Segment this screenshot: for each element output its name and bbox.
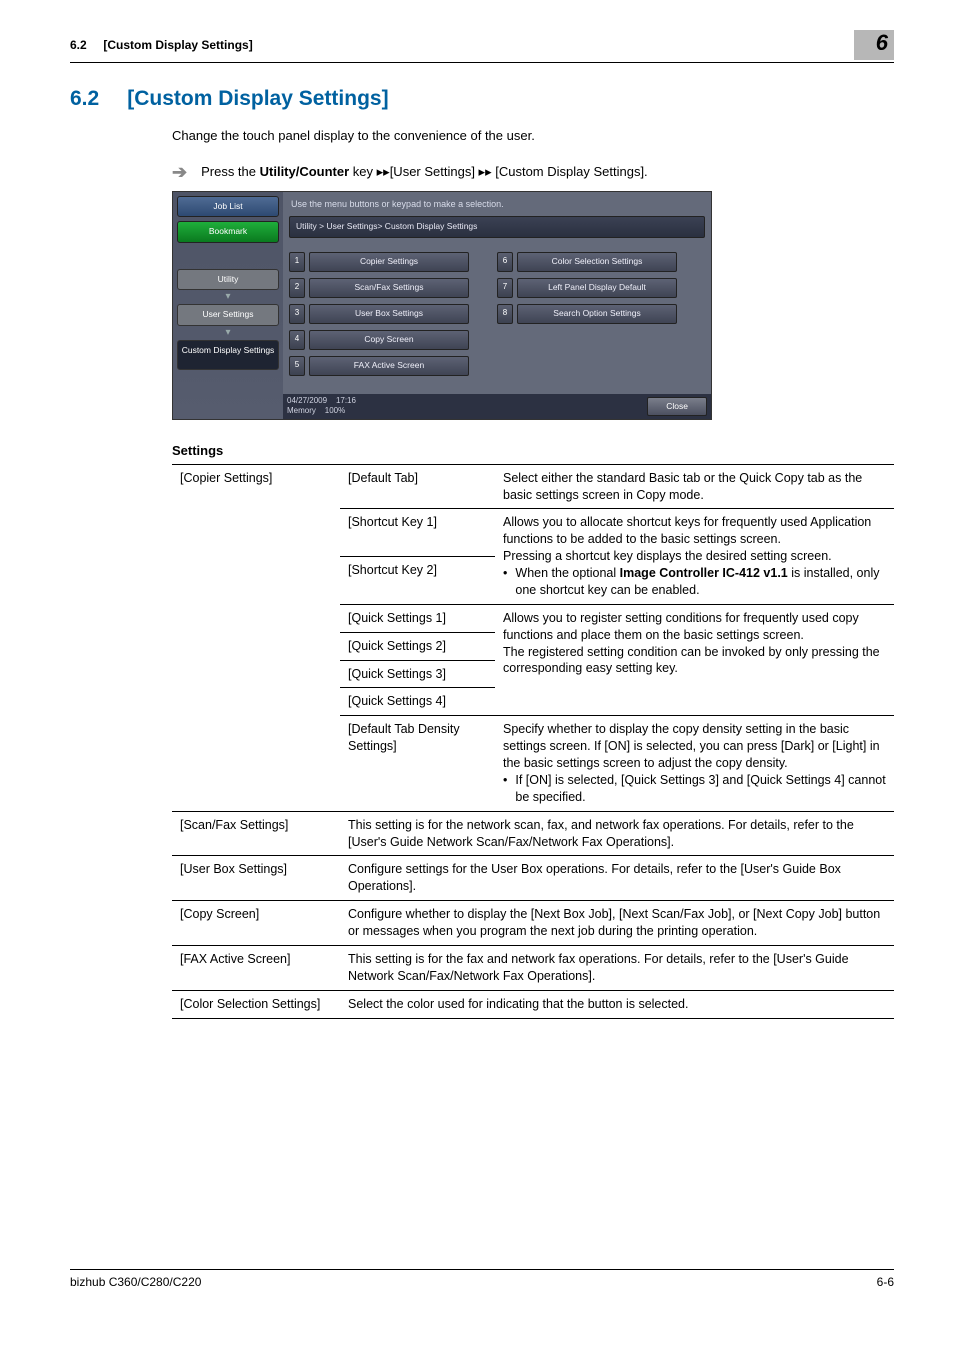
- cell-sk2: [Shortcut Key 2]: [340, 557, 495, 605]
- bullet-icon: •: [503, 772, 507, 806]
- cell-userbox-k: [User Box Settings]: [172, 856, 340, 901]
- menu-num: 6: [497, 252, 513, 272]
- cell-qs2: [Quick Settings 2]: [340, 632, 495, 660]
- cell-copyscreen-k: [Copy Screen]: [172, 901, 340, 946]
- menu-item: 7Left Panel Display Default: [497, 278, 677, 298]
- cell-colorsel-k: [Color Selection Settings]: [172, 990, 340, 1018]
- fax-active-button[interactable]: FAX Active Screen: [309, 356, 469, 376]
- panel-instruction: Use the menu buttons or keypad to make a…: [289, 196, 705, 216]
- menu-item: 1Copier Settings: [289, 252, 469, 272]
- cell-faxactive-v: This setting is for the fax and network …: [340, 945, 894, 990]
- menu-num: 5: [289, 356, 305, 376]
- sk-bullet-bold: Image Controller IC-412 v1.1: [620, 566, 788, 580]
- copier-settings-button[interactable]: Copier Settings: [309, 252, 469, 272]
- section-heading: 6.2 [Custom Display Settings]: [70, 85, 894, 113]
- cell-qs4: [Quick Settings 4]: [340, 688, 495, 716]
- qs-desc-2: The registered setting condition can be …: [503, 645, 880, 676]
- menu-num: 7: [497, 278, 513, 298]
- page-footer: bizhub C360/C280/C220 6-6: [70, 1269, 894, 1290]
- menu-item: 8Search Option Settings: [497, 304, 677, 324]
- cell-qs-desc: Allows you to register setting condition…: [495, 604, 894, 716]
- instruction-pre: Press the: [201, 164, 260, 179]
- cell-sk-desc: Allows you to allocate shortcut keys for…: [495, 509, 894, 604]
- menu-num: 3: [289, 304, 305, 324]
- menu-num: 1: [289, 252, 305, 272]
- instruction-text: Press the Utility/Counter key ▸▸[User Se…: [201, 163, 648, 181]
- settings-table: [Copier Settings] [Default Tab] Select e…: [172, 464, 894, 1019]
- cell-qs3: [Quick Settings 3]: [340, 660, 495, 688]
- cell-density-v: Specify whether to display the copy dens…: [495, 716, 894, 811]
- cell-density-k: [Default Tab Density Settings]: [340, 716, 495, 811]
- joblist-button[interactable]: Job List: [177, 196, 279, 217]
- userbox-settings-button[interactable]: User Box Settings: [309, 304, 469, 324]
- cell-colorsel-v: Select the color used for indicating tha…: [340, 990, 894, 1018]
- chevron-down-icon: ▾: [177, 330, 279, 336]
- chevron-down-icon: ▾: [177, 294, 279, 300]
- breadcrumb: Utility > User Settings> Custom Display …: [289, 216, 705, 237]
- menu-item: 2Scan/Fax Settings: [289, 278, 469, 298]
- cell-sk1: [Shortcut Key 1]: [340, 509, 495, 557]
- footer-model: bizhub C360/C280/C220: [70, 1274, 201, 1290]
- menu-item: 4Copy Screen: [289, 330, 469, 350]
- sk-desc-1: Allows you to allocate shortcut keys for…: [503, 515, 871, 546]
- touch-panel: Job List Bookmark Utility ▾ User Setting…: [172, 191, 712, 420]
- left-panel-default-button[interactable]: Left Panel Display Default: [517, 278, 677, 298]
- scanfax-settings-button[interactable]: Scan/Fax Settings: [309, 278, 469, 298]
- copy-screen-button[interactable]: Copy Screen: [309, 330, 469, 350]
- search-option-button[interactable]: Search Option Settings: [517, 304, 677, 324]
- close-button[interactable]: Close: [647, 397, 707, 416]
- cell-qs1: [Quick Settings 1]: [340, 604, 495, 632]
- sidebar-item-custom-display[interactable]: Custom Display Settings: [177, 340, 279, 370]
- panel-footer: 04/27/2009 17:16 Memory 100% Close: [283, 394, 711, 420]
- density-bullet: If [ON] is selected, [Quick Settings 3] …: [515, 772, 886, 806]
- header-section-num: 6.2: [70, 38, 87, 52]
- menu-col-right: 6Color Selection Settings 7Left Panel Di…: [497, 252, 677, 376]
- menu-num: 2: [289, 278, 305, 298]
- instruction-bold: Utility/Counter: [260, 164, 350, 179]
- arrow-icon: ➔: [172, 163, 187, 181]
- cell-default-tab-k: [Default Tab]: [340, 464, 495, 509]
- sk-bullet-pre: When the optional: [515, 566, 619, 580]
- cell-copier-label: [Copier Settings]: [172, 464, 340, 811]
- color-selection-button[interactable]: Color Selection Settings: [517, 252, 677, 272]
- header-title: [Custom Display Settings]: [103, 38, 252, 52]
- footer-mem-label: Memory: [287, 406, 316, 415]
- panel-sidebar: Job List Bookmark Utility ▾ User Setting…: [173, 192, 283, 419]
- cell-faxactive-k: [FAX Active Screen]: [172, 945, 340, 990]
- page-header: 6.2 [Custom Display Settings] 6: [70, 30, 894, 63]
- menu-item: 3User Box Settings: [289, 304, 469, 324]
- qs-desc-1: Allows you to register setting condition…: [503, 611, 859, 642]
- menu-item: 5FAX Active Screen: [289, 356, 469, 376]
- cell-default-tab-v: Select either the standard Basic tab or …: [495, 464, 894, 509]
- sk-bullet: When the optional Image Controller IC-41…: [515, 565, 886, 599]
- cell-copyscreen-v: Configure whether to display the [Next B…: [340, 901, 894, 946]
- menu-item: 6Color Selection Settings: [497, 252, 677, 272]
- footer-time: 17:16: [336, 396, 356, 405]
- sk-desc-2: Pressing a shortcut key displays the des…: [503, 549, 832, 563]
- cell-userbox-v: Configure settings for the User Box oper…: [340, 856, 894, 901]
- instruction-post: key ▸▸[User Settings] ▸▸ [Custom Display…: [349, 164, 647, 179]
- menu-col-left: 1Copier Settings 2Scan/Fax Settings 3Use…: [289, 252, 469, 376]
- footer-page: 6-6: [877, 1274, 894, 1290]
- sidebar-item-utility[interactable]: Utility: [177, 269, 279, 290]
- cell-scanfax-k: [Scan/Fax Settings]: [172, 811, 340, 856]
- bookmark-button[interactable]: Bookmark: [177, 221, 279, 242]
- cell-scanfax-v: This setting is for the network scan, fa…: [340, 811, 894, 856]
- menu-num: 4: [289, 330, 305, 350]
- sidebar-item-user-settings[interactable]: User Settings: [177, 304, 279, 325]
- lead-text: Change the touch panel display to the co…: [172, 127, 894, 145]
- menu-num: 8: [497, 304, 513, 324]
- density-desc: Specify whether to display the copy dens…: [503, 722, 880, 770]
- footer-mem-val: 100%: [325, 406, 345, 415]
- chapter-badge: 6: [854, 30, 894, 60]
- instruction-line: ➔ Press the Utility/Counter key ▸▸[User …: [172, 163, 894, 181]
- heading-num: 6.2: [70, 87, 99, 110]
- bullet-icon: •: [503, 565, 507, 599]
- settings-heading: Settings: [172, 442, 894, 460]
- footer-date: 04/27/2009: [287, 396, 327, 405]
- heading-text: [Custom Display Settings]: [127, 87, 388, 110]
- header-left: 6.2 [Custom Display Settings]: [70, 37, 253, 53]
